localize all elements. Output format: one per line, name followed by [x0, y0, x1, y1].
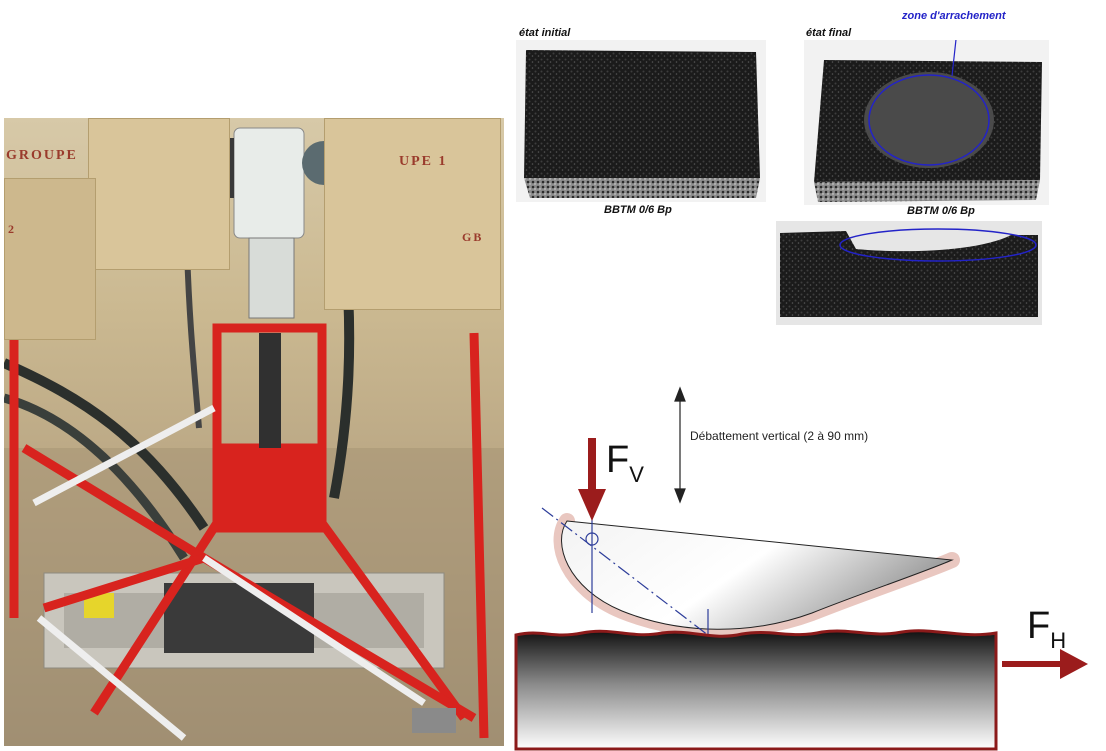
mechanism-diagram: Débattement vertical (2 à 90 mm) FV FH [512, 343, 1106, 751]
background-board [4, 178, 96, 340]
force-subscript: H [1050, 628, 1067, 653]
background-board [88, 118, 230, 270]
initial-state-label: état initial [519, 27, 571, 39]
test-rig-photo: GROUPE UPE 1 GB 2 [4, 118, 504, 746]
background-board [324, 118, 501, 310]
wall-text: GB [462, 230, 484, 244]
road-block [514, 629, 998, 751]
vertical-force-label: FV [606, 439, 644, 488]
initial-sample-photo [516, 40, 766, 202]
vertical-travel-label: Débattement vertical (2 à 90 mm) [690, 429, 869, 443]
vertical-force-arrow [578, 438, 606, 521]
force-symbol: F [1027, 605, 1051, 647]
final-sample-caption: BBTM 0/6 Bp [907, 205, 975, 217]
diagram-drawing [514, 386, 1088, 751]
force-subscript: V [629, 462, 644, 487]
final-sample-photo [804, 40, 1049, 205]
horizontal-force-arrow [1002, 649, 1088, 679]
horizontal-force-label: FH [1027, 605, 1066, 654]
final-state-label: état final [806, 27, 852, 39]
zone-label: zone d'arrachement [902, 10, 1006, 22]
travel-arrow [674, 386, 686, 504]
force-symbol: F [606, 439, 630, 481]
wall-text: UPE 1 [399, 154, 448, 169]
cross-section-sample-photo [776, 221, 1042, 325]
wall-text: 2 [8, 222, 16, 236]
wall-text: GROUPE [6, 148, 78, 163]
test-rig-illustration [4, 127, 504, 746]
blade [561, 520, 954, 630]
initial-sample-caption: BBTM 0/6 Bp [604, 204, 672, 216]
